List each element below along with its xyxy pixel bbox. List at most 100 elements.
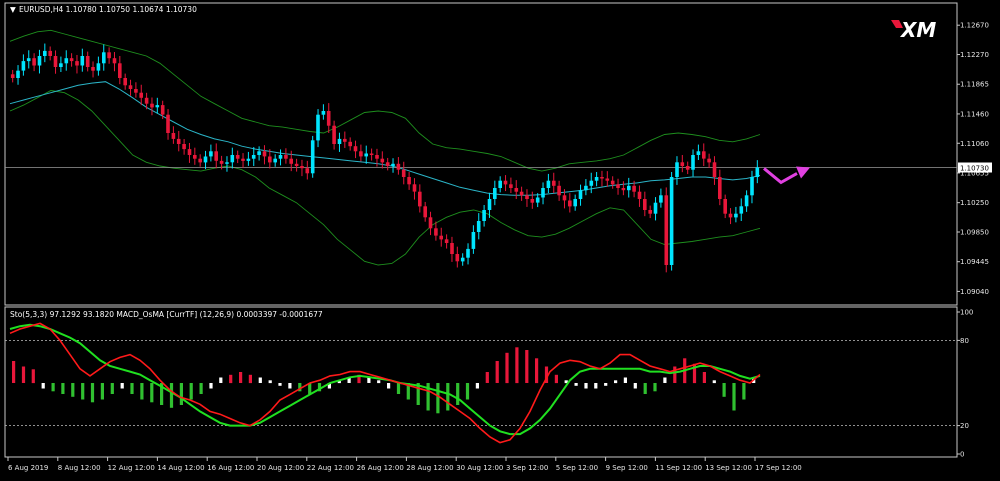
osma-bar <box>584 383 588 389</box>
price-tick-label: 1.11460 <box>960 110 989 118</box>
candle-body <box>718 177 722 199</box>
osma-bar <box>189 383 193 400</box>
candle-body <box>59 63 63 67</box>
candle-body <box>546 180 551 188</box>
osma-bar <box>722 383 726 397</box>
osma-bar <box>150 383 154 403</box>
osma-bar <box>140 383 144 400</box>
osma-bar <box>594 383 598 389</box>
candle-body <box>493 188 497 199</box>
candle-body <box>43 50 47 56</box>
oscillator-panel: Sto(5,3,3) 97.1292 93.1820 MACD_OsMA [Cu… <box>4 306 973 459</box>
candle-body <box>734 213 738 218</box>
candle-body <box>434 228 438 236</box>
candle-body <box>176 138 181 144</box>
candle-body <box>21 61 26 71</box>
candle-body <box>289 158 293 164</box>
menu-arrow-icon[interactable]: ▼ <box>10 5 16 14</box>
candle-body <box>64 58 69 64</box>
candle-body <box>134 89 138 93</box>
candle-body <box>444 239 449 243</box>
candle-body <box>284 155 288 159</box>
forecast-arrow <box>763 166 810 185</box>
osma-bar <box>239 372 243 383</box>
osma-bar <box>614 380 618 384</box>
candle-body <box>750 177 754 196</box>
osma-bar <box>574 383 578 386</box>
time-tick-label: 26 Aug 12:00 <box>357 464 404 472</box>
candle-body <box>107 52 111 59</box>
osma-bar <box>406 383 410 400</box>
indicator-label: Sto(5,3,3) 97.1292 93.1820 MACD_OsMA [Cu… <box>10 310 323 319</box>
candle-body <box>37 56 42 66</box>
candle-body <box>380 158 385 163</box>
time-axis: 6 Aug 2019 8 Aug 12:00 12 Aug 12:00 14 Aug … <box>7 457 802 472</box>
osma-bar <box>209 383 213 389</box>
candle-body <box>562 195 567 201</box>
candle-body <box>755 167 760 177</box>
candle-body <box>680 162 685 166</box>
price-tick-label: 1.09850 <box>960 229 989 237</box>
candle-body <box>653 202 658 214</box>
osma-bar <box>81 383 85 400</box>
candle-body <box>396 163 401 170</box>
candle-body <box>476 221 481 232</box>
candle-body <box>412 184 417 192</box>
candle-body <box>739 206 744 214</box>
time-tick-label: 28 Aug 12:00 <box>406 464 453 472</box>
osma-bar <box>357 374 361 384</box>
osma-bar <box>436 383 440 414</box>
candle-body <box>160 105 165 115</box>
candle-body <box>75 61 79 66</box>
osma-bar <box>31 369 35 384</box>
candle-body <box>102 52 106 64</box>
candle-body <box>519 191 524 196</box>
time-tick-label: 11 Sep 12:00 <box>655 464 702 472</box>
candle-body <box>568 200 572 207</box>
osma-bar <box>396 383 401 394</box>
candle-body <box>123 78 127 86</box>
candle-body <box>337 138 342 144</box>
candle-body <box>471 232 476 249</box>
bollinger-upper-line <box>9 29 761 172</box>
candle-body <box>305 168 310 174</box>
price-panel: ▼ EURUSD,H4 1.10780 1.10750 1.10674 1.10… <box>4 2 992 306</box>
oscillator-tick-label: 80 <box>960 337 969 345</box>
candle-body <box>235 155 240 159</box>
candle-body <box>91 67 95 71</box>
candle-body <box>316 114 320 141</box>
candle-body <box>273 158 277 163</box>
current-price-label: 1.10730 <box>960 165 989 173</box>
candle-body <box>439 235 443 240</box>
candle-body <box>278 155 283 159</box>
osma-bar <box>426 383 430 411</box>
candle-body <box>332 125 336 144</box>
osma-bar <box>219 377 223 383</box>
candle-body <box>401 169 406 177</box>
osma-bar <box>604 383 608 386</box>
osma-bar <box>702 372 706 383</box>
candle-body <box>182 144 186 150</box>
osma-bar <box>456 383 460 405</box>
osma-bar <box>525 350 529 383</box>
candle-body <box>203 156 208 163</box>
osma-bar <box>535 358 539 384</box>
osma-bar <box>308 383 312 394</box>
osma-bar <box>169 383 174 408</box>
candle-body <box>85 56 90 67</box>
candle-body <box>627 185 631 191</box>
osma-bar <box>643 383 647 394</box>
osma-bar <box>505 352 509 384</box>
candle-body <box>610 180 615 185</box>
osma-bar <box>229 374 233 384</box>
osma-bar <box>248 374 252 384</box>
candle-body <box>310 140 315 174</box>
osma-bar <box>179 383 183 405</box>
candle-body <box>69 58 74 62</box>
candle-body <box>171 133 176 139</box>
osma-bar <box>377 380 381 384</box>
osma-bar <box>416 383 420 405</box>
osma-bar <box>564 380 568 384</box>
osma-bar <box>337 380 341 384</box>
